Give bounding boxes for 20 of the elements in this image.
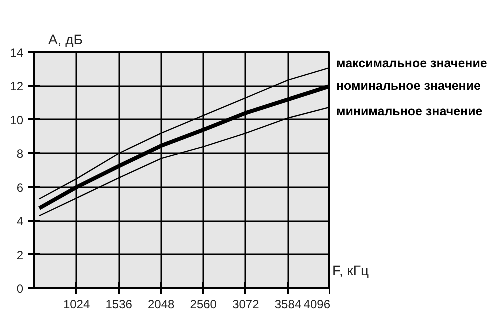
- x-tick-label: 4096: [304, 298, 331, 312]
- y-tick-label: 2: [16, 248, 24, 262]
- y-tick-label: 8: [16, 147, 24, 162]
- y-tick-label: 6: [16, 180, 24, 195]
- y-tick-label: 0: [16, 282, 24, 296]
- y-tick-label: 14: [10, 46, 24, 60]
- y-tick-label: 12: [10, 80, 24, 94]
- series-label: номинальное значение: [336, 79, 482, 94]
- series-label: минимальное значение: [336, 104, 483, 118]
- x-tick-label: 3584: [274, 298, 302, 312]
- x-tick-label: 1536: [106, 298, 133, 312]
- x-tick-label: 2560: [190, 298, 218, 312]
- y-axis-title: A, дБ: [48, 32, 83, 48]
- y-tick-label: 4: [16, 214, 24, 229]
- x-axis-title: F, кГц: [332, 262, 370, 278]
- y-tick-label: 10: [10, 113, 24, 128]
- x-tick-label: 1024: [63, 298, 90, 312]
- x-tick-label: 3072: [232, 298, 260, 312]
- x-tick-label: 2048: [148, 298, 176, 312]
- series-label: максимальное значение: [336, 56, 488, 71]
